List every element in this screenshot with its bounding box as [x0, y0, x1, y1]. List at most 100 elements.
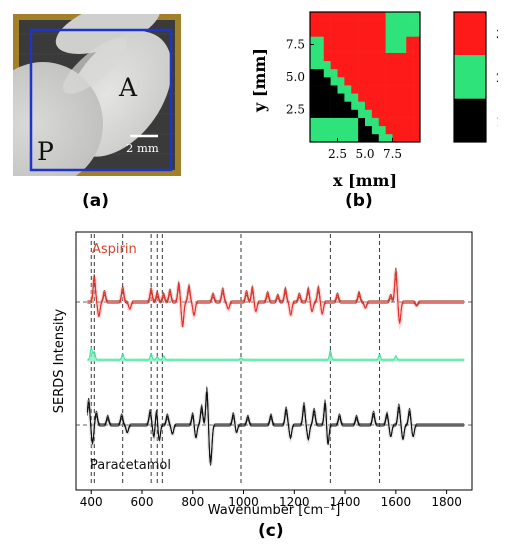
map-cell	[406, 36, 414, 45]
map-cell	[316, 44, 325, 53]
map-cell	[378, 12, 386, 21]
map-cell	[385, 68, 393, 78]
map-cell	[358, 52, 366, 62]
map-cell	[351, 36, 359, 45]
map-cell	[385, 28, 393, 37]
map-cell	[316, 133, 325, 143]
map-cell	[323, 101, 331, 110]
map-cell	[378, 109, 386, 118]
x-tick-label: 800	[181, 495, 204, 509]
map-cell	[392, 20, 400, 29]
map-cell	[310, 77, 318, 86]
map-cell	[399, 77, 407, 86]
map-cell	[392, 77, 400, 86]
x-tick-label: 1800	[431, 495, 462, 509]
map-cell	[351, 117, 359, 127]
map-cell	[406, 117, 414, 127]
map-cell	[365, 125, 373, 135]
map-x-axis-label: x [mm]	[333, 171, 397, 190]
map-cell	[344, 12, 352, 21]
map-cell	[351, 12, 359, 21]
map-cell	[344, 125, 352, 135]
map-cell	[371, 28, 380, 37]
map-cell	[385, 20, 393, 29]
map-cell	[337, 12, 345, 21]
map-cell	[399, 85, 407, 94]
map-cell	[378, 28, 386, 37]
map-y-tick-label: 2.5	[286, 103, 305, 117]
x-tick-label: 1400	[330, 495, 361, 509]
map-cell	[310, 52, 318, 62]
map-cell	[330, 68, 338, 78]
map-y-ticks: 2.5 5.0 7.5	[286, 38, 314, 117]
colorbar-label: 1	[496, 114, 498, 128]
map-cell	[378, 117, 386, 127]
map-cell	[378, 60, 386, 70]
x-axis-label: Wavenumber [cm⁻¹]	[208, 503, 341, 518]
colorbar-segment	[454, 55, 486, 99]
tablet-paracetamol	[0, 62, 103, 186]
tablet-label-p: P	[37, 137, 54, 166]
serds-spectra-chart: 400 600 800 1000 1200 1400 1600 1800 Aspirin Pa…	[0, 216, 515, 550]
colorbar-label: 2	[496, 71, 498, 85]
map-cell	[351, 20, 359, 29]
map-cell	[406, 60, 414, 70]
map-cell	[358, 133, 366, 143]
map-cell	[323, 117, 331, 127]
map-cell	[371, 77, 380, 86]
map-cell	[385, 36, 393, 45]
map-cell	[413, 133, 421, 143]
map-cell	[385, 12, 393, 21]
map-cell	[316, 28, 325, 37]
map-cell	[323, 28, 331, 37]
map-cell	[351, 93, 359, 102]
map-cell	[378, 85, 386, 94]
map-cell	[323, 36, 331, 45]
map-cell	[310, 117, 318, 127]
map-cell	[385, 60, 393, 70]
map-cell	[365, 109, 373, 118]
map-cell	[392, 85, 400, 94]
map-cell	[337, 101, 345, 110]
map-cell	[392, 12, 400, 21]
map-cell	[385, 85, 393, 94]
map-cell	[323, 68, 331, 78]
map-cell	[358, 12, 366, 21]
x-tick-label: 400	[80, 495, 103, 509]
map-cell	[378, 125, 386, 135]
map-cell	[358, 28, 366, 37]
panel-label-b: (b)	[345, 191, 373, 211]
x-tick-label: 600	[131, 495, 154, 509]
series-line	[87, 272, 465, 327]
map-cell	[310, 68, 318, 78]
map-cell	[351, 68, 359, 78]
map-cell	[323, 20, 331, 29]
map-cell	[406, 20, 414, 29]
map-cell	[365, 12, 373, 21]
map-cell	[358, 20, 366, 29]
map-cell	[330, 85, 338, 94]
map-cell	[406, 52, 414, 62]
map-cell	[413, 44, 421, 53]
map-cell	[316, 85, 325, 94]
map-cell	[365, 60, 373, 70]
map-cell	[413, 60, 421, 70]
map-cell	[406, 101, 414, 110]
map-cell	[323, 44, 331, 53]
map-cell	[330, 12, 338, 21]
map-cell	[385, 52, 393, 62]
map-cell	[358, 101, 366, 110]
map-cell	[392, 36, 400, 45]
map-cell	[371, 101, 380, 110]
map-cell	[330, 101, 338, 110]
map-cell	[371, 12, 380, 21]
map-cell	[406, 44, 414, 53]
map-cell	[351, 52, 359, 62]
serds-spectra-svg: 400 600 800 1000 1200 1400 1600 1800 Aspirin Pa…	[52, 231, 473, 518]
series-paracetamol	[85, 386, 465, 466]
map-cell	[378, 20, 386, 29]
tablet-ridge	[63, 38, 127, 94]
map-cell	[371, 44, 380, 53]
map-cell	[365, 68, 373, 78]
map-cell	[310, 20, 318, 29]
